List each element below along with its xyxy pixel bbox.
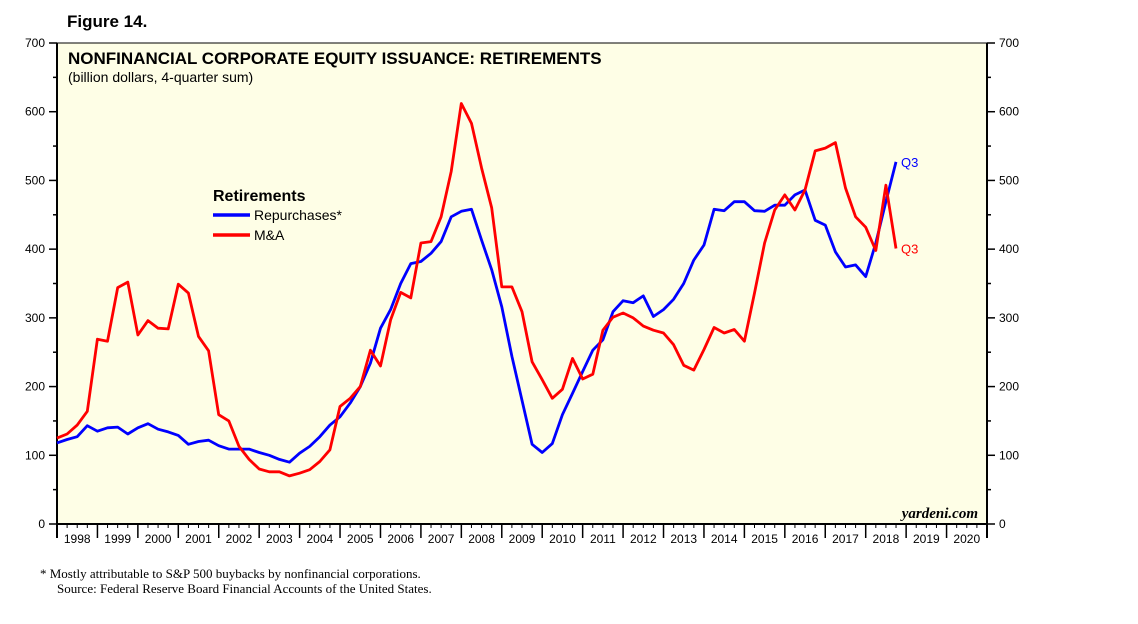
x-tick-label: 2013 — [670, 532, 697, 546]
x-tick-label: 1998 — [64, 532, 91, 546]
y-tick-label-left: 0 — [38, 517, 45, 531]
y-tick-label-right: 200 — [999, 380, 1019, 394]
x-tick-label: 2003 — [266, 532, 293, 546]
y-tick-label-right: 400 — [999, 242, 1019, 256]
x-tick-label: 2019 — [913, 532, 940, 546]
legend-label-1: M&A — [254, 227, 285, 243]
chart: 0 0 100 100 200 200 300 300 400 400 500 500 600 600 70… — [25, 36, 1019, 546]
footnote-source: Source: Federal Reserve Board Financial … — [57, 581, 432, 596]
y-tick-label-left: 400 — [25, 242, 45, 256]
y-tick-label-left: 200 — [25, 380, 45, 394]
x-tick-label: 2011 — [590, 532, 616, 546]
y-tick-label-left: 100 — [25, 448, 45, 462]
x-tick-label: 2010 — [549, 532, 576, 546]
x-tick-label: 2006 — [387, 532, 414, 546]
x-tick-label: 2016 — [792, 532, 819, 546]
x-tick-label: 2014 — [711, 532, 738, 546]
x-tick-label: 2007 — [428, 532, 455, 546]
y-tick-label-left: 300 — [25, 311, 45, 325]
y-tick-label-right: 700 — [999, 36, 1019, 50]
y-tick-label-left: 500 — [25, 173, 45, 187]
end-label-0: Q3 — [901, 155, 918, 170]
x-tick-label: 2017 — [832, 532, 859, 546]
y-tick-label-right: 600 — [999, 105, 1019, 119]
y-tick-label-right: 0 — [999, 517, 1006, 531]
legend-title: Retirements — [213, 188, 306, 205]
series-line-ma — [56, 102, 898, 478]
y-tick-label-left: 600 — [25, 105, 45, 119]
chart-subtitle: (billion dollars, 4-quarter sum) — [68, 69, 253, 85]
x-tick-label: 2012 — [630, 532, 657, 546]
y-tick-label-left: 700 — [25, 36, 45, 50]
legend-label-0: Repurchases* — [254, 207, 342, 223]
x-tick-label: 2009 — [509, 532, 536, 546]
series-line-repurchases — [56, 161, 898, 464]
y-tick-label-right: 300 — [999, 311, 1019, 325]
x-tick-label: 2020 — [953, 532, 980, 546]
footnotes: * Mostly attributable to S&P 500 buyback… — [40, 566, 432, 596]
y-tick-label-right: 500 — [999, 173, 1019, 187]
y-tick-label-right: 100 — [999, 448, 1019, 462]
end-label-1: Q3 — [901, 241, 918, 256]
x-tick-label: 2004 — [306, 532, 333, 546]
figure-label: Figure 14. — [67, 12, 148, 31]
x-tick-label: 2015 — [751, 532, 778, 546]
x-tick-label: 2018 — [873, 532, 900, 546]
watermark: yardeni.com — [900, 506, 978, 522]
plot-area — [56, 42, 988, 525]
x-tick-label: 1999 — [104, 532, 131, 546]
x-tick-label: 2001 — [185, 532, 212, 546]
x-tick-label: 2002 — [226, 532, 253, 546]
chart-title: NONFINANCIAL CORPORATE EQUITY ISSUANCE: … — [68, 49, 602, 68]
x-tick-label: 2000 — [145, 532, 172, 546]
x-tick-label: 2005 — [347, 532, 374, 546]
footnote-asterisk: * Mostly attributable to S&P 500 buyback… — [40, 566, 421, 581]
x-tick-label: 2008 — [468, 532, 495, 546]
